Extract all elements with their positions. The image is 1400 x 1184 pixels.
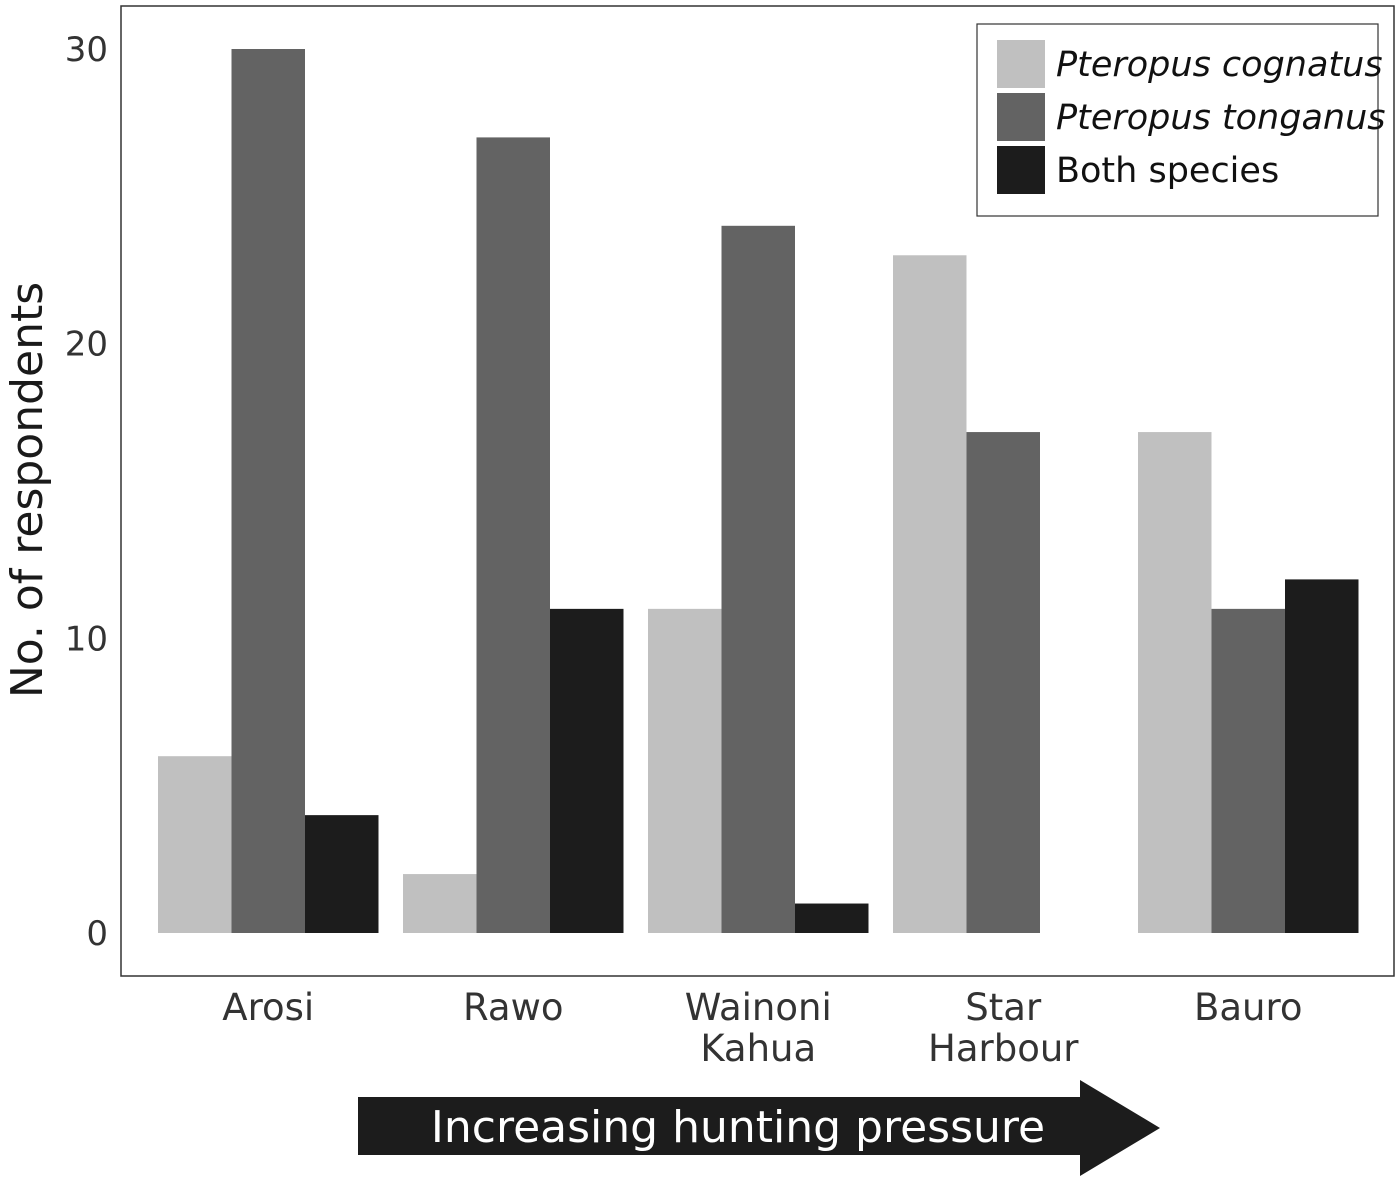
x-category-label: Star Harbour bbox=[928, 986, 1079, 1070]
bar-bauro-series-1 bbox=[1211, 608, 1285, 933]
x-category-label: Bauro bbox=[1194, 986, 1303, 1029]
bar-bauro-series-0 bbox=[1138, 432, 1212, 933]
arrow-shape bbox=[358, 1080, 1160, 1176]
bar-star-harbour-series-1 bbox=[966, 432, 1040, 933]
legend-label: Pteropus tonganus bbox=[1056, 98, 1386, 138]
bar-rawo-series-1 bbox=[476, 137, 550, 933]
y-tick-label: 10 bbox=[65, 619, 108, 659]
bar-arosi-series-1 bbox=[231, 49, 305, 933]
y-tick-labels: 0 10 20 30 bbox=[65, 30, 108, 954]
x-category-label-line: Wainoni bbox=[685, 986, 832, 1029]
x-category-label-line: Arosi bbox=[222, 986, 314, 1029]
legend-swatch bbox=[997, 40, 1045, 88]
x-category-label: Wainoni Kahua bbox=[685, 986, 832, 1070]
x-category-label-line: Kahua bbox=[700, 1027, 816, 1070]
x-category-labels: Arosi Rawo Wainoni Kahua Star Harbour Bauro bbox=[222, 986, 1302, 1070]
legend-label: Both species bbox=[1056, 151, 1279, 191]
bar-arosi-series-0 bbox=[158, 756, 232, 933]
x-category-label: Arosi bbox=[222, 986, 314, 1029]
legend-label: Pteropus cognatus bbox=[1056, 45, 1383, 85]
y-tick-label: 30 bbox=[65, 30, 108, 70]
bar-rawo-series-0 bbox=[403, 874, 477, 933]
x-category-label-line: Harbour bbox=[928, 1027, 1079, 1070]
bars-layer bbox=[158, 49, 1359, 934]
plot-frame bbox=[120, 5, 1395, 977]
hunting-pressure-arrow: Increasing hunting pressure bbox=[358, 1080, 1160, 1176]
bar-wainoni-kahua-series-1 bbox=[721, 225, 795, 934]
arrow-label: Increasing hunting pressure bbox=[431, 1102, 1045, 1153]
legend-swatch bbox=[997, 146, 1045, 194]
x-category-label: Rawo bbox=[463, 986, 563, 1029]
y-tick-label: 20 bbox=[65, 325, 108, 365]
bar-arosi-series-2 bbox=[305, 815, 379, 933]
y-axis-label: No. of respondents bbox=[2, 282, 53, 698]
bar-star-harbour-series-0 bbox=[893, 255, 967, 933]
y-tick-label: 0 bbox=[86, 914, 108, 954]
x-category-label-line: Bauro bbox=[1194, 986, 1303, 1029]
bar-rawo-series-2 bbox=[550, 608, 624, 933]
legend-items: Pteropus cognatus Pteropus tonganus Both s… bbox=[997, 40, 1386, 194]
legend-swatch bbox=[997, 93, 1045, 141]
x-category-label-line: Star bbox=[965, 986, 1042, 1029]
bar-bauro-series-2 bbox=[1285, 579, 1359, 933]
x-category-label-line: Rawo bbox=[463, 986, 563, 1029]
legend: Pteropus cognatus Pteropus tonganus Both s… bbox=[976, 23, 1386, 217]
bar-wainoni-kahua-series-0 bbox=[648, 608, 722, 933]
bar-wainoni-kahua-series-2 bbox=[795, 903, 869, 933]
